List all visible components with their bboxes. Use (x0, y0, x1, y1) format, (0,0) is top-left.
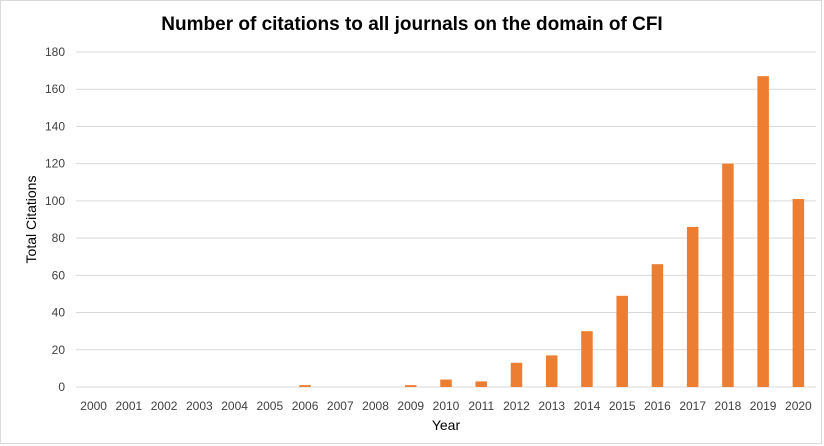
x-tick-label: 2017 (679, 399, 706, 413)
x-tick-label: 2004 (221, 399, 248, 413)
bar-2020 (792, 199, 805, 387)
y-axis-title: Total Citations (23, 176, 39, 264)
bar-2018 (722, 163, 734, 387)
x-tick-label: 2010 (433, 399, 460, 413)
bar-2012 (510, 362, 523, 387)
x-tick-label: 2002 (151, 399, 178, 413)
x-tick-label: 2003 (186, 399, 213, 413)
x-axis-ticks: 2000 2001 2002 2003 2004 2005 2006 2007 2008 2009… (80, 399, 812, 413)
x-tick-label: 2007 (327, 399, 354, 413)
x-tick-label: 2009 (397, 399, 424, 413)
y-tick-label: 100 (45, 194, 65, 208)
y-tick-label: 0 (58, 380, 65, 394)
x-tick-label: 2013 (538, 399, 565, 413)
x-tick-label: 2001 (116, 399, 143, 413)
gridlines (76, 51, 816, 388)
y-tick-label: 60 (52, 268, 66, 282)
y-tick-label: 140 (45, 119, 65, 133)
bar-2016 (651, 264, 664, 387)
bar-2011 (475, 381, 487, 387)
x-tick-label: 2018 (715, 399, 742, 413)
x-tick-label: 2006 (292, 399, 319, 413)
x-tick-label: 2015 (609, 399, 636, 413)
bar-2010 (440, 379, 452, 387)
x-tick-label: 2019 (750, 399, 777, 413)
bar-2006 (299, 385, 311, 387)
chart-title: Number of citations to all journals on t… (161, 14, 663, 35)
y-tick-label: 40 (52, 306, 66, 320)
y-tick-label: 80 (52, 231, 66, 245)
x-tick-label: 2000 (80, 399, 107, 413)
y-tick-label: 20 (52, 343, 66, 357)
x-tick-label: 2014 (574, 399, 601, 413)
x-tick-label: 2016 (644, 399, 671, 413)
x-tick-label: 2008 (362, 399, 389, 413)
bars (299, 76, 805, 387)
bar-2019 (757, 76, 769, 387)
y-tick-label: 180 (45, 45, 65, 59)
x-tick-label: 2012 (503, 399, 530, 413)
x-tick-label: 2005 (256, 399, 283, 413)
x-tick-label: 2020 (785, 399, 812, 413)
bar-2013 (545, 355, 558, 387)
y-tick-label: 120 (45, 157, 65, 171)
y-tick-label: 160 (45, 82, 65, 96)
bar-2009 (405, 385, 417, 387)
bar-2015 (616, 295, 628, 387)
x-tick-label: 2011 (468, 399, 494, 413)
x-axis-title: Year (432, 417, 461, 433)
bar-2014 (581, 331, 593, 387)
y-axis-ticks: 0 20 40 60 80 100 120 140 160 180 (45, 45, 65, 394)
bar-2017 (686, 226, 699, 387)
